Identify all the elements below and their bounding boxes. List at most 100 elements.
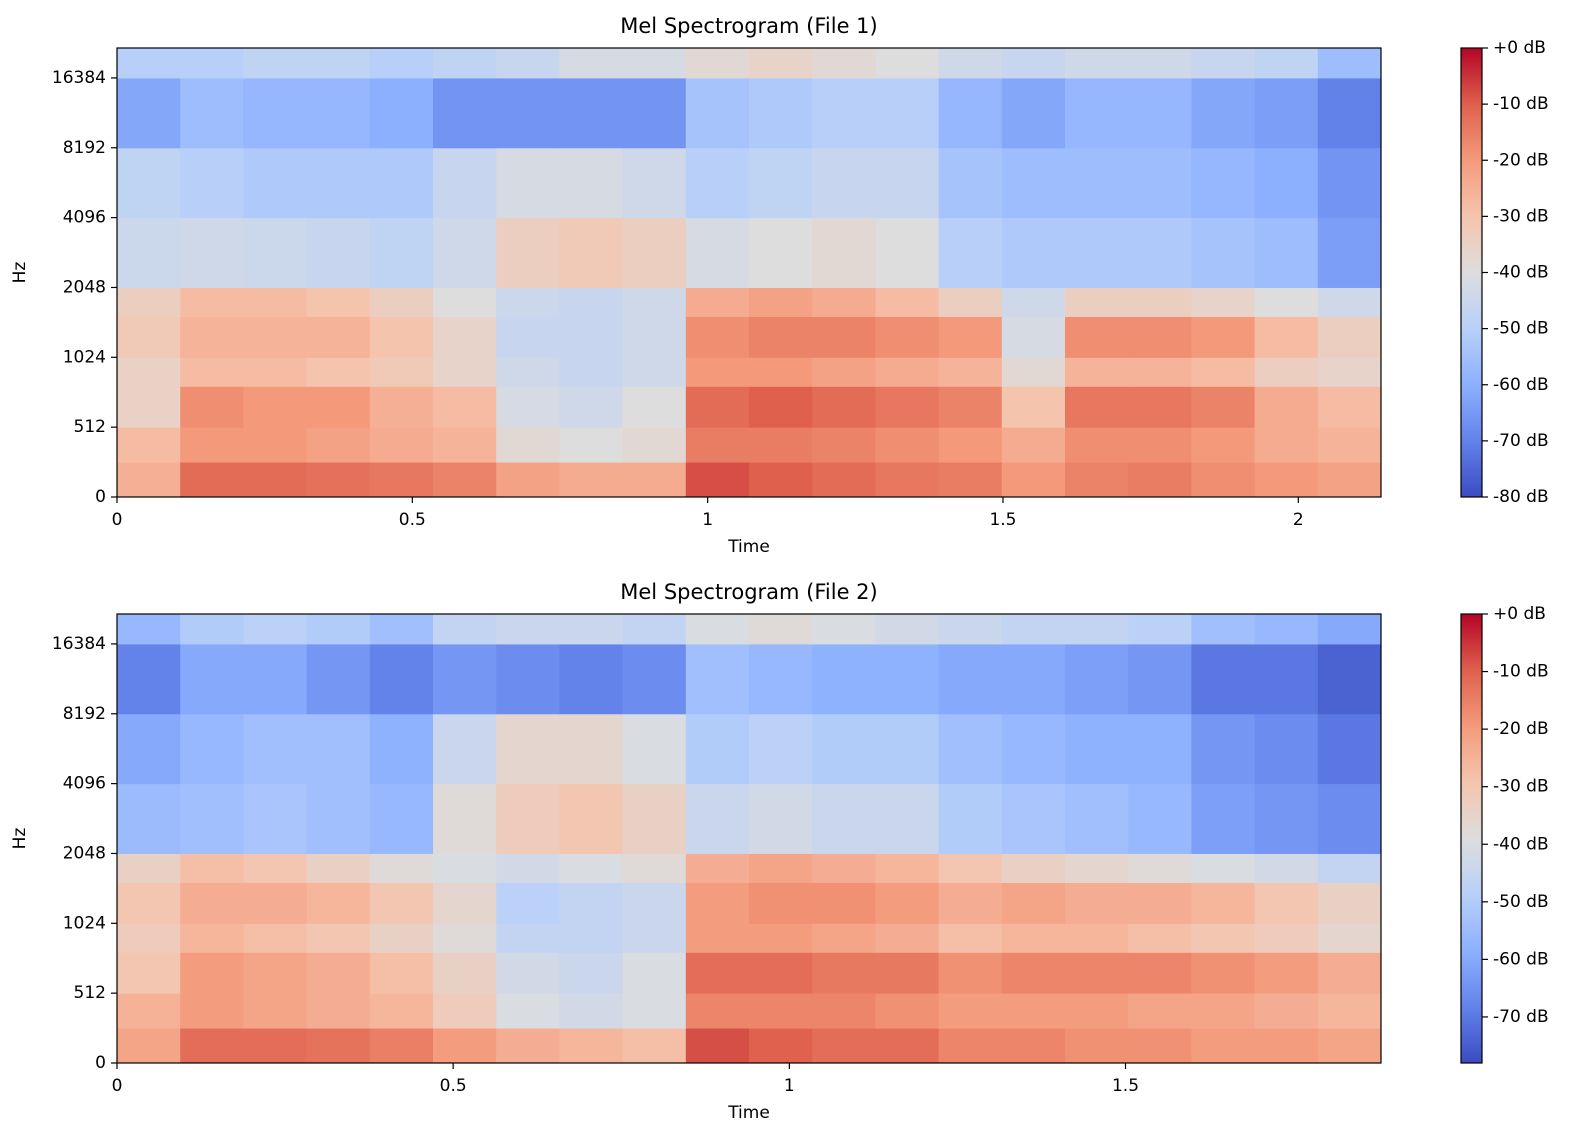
cell [369,77,434,149]
cell [117,643,181,715]
cell [559,882,624,924]
cell [369,316,434,358]
cell [369,287,434,317]
cell [1317,48,1382,79]
cell [1128,952,1192,994]
cell [1317,386,1382,428]
x-tick-label: 1 [702,510,713,530]
y-tick-label: 8192 [63,704,106,724]
cell [685,316,750,358]
cell [875,48,940,79]
colorbar [1460,47,1483,498]
cell [243,614,308,645]
cell [243,147,308,219]
cell [306,853,371,883]
cell [1317,316,1382,358]
cell [875,993,940,1029]
cell [1065,952,1129,994]
cell [1254,357,1319,387]
cell [180,316,244,358]
cell [559,357,624,387]
cell [433,386,497,428]
cell [433,952,497,994]
cell [749,853,813,883]
cell [306,287,371,317]
colorbar-tick-label: +0 dB [1493,604,1546,624]
cell [1065,614,1129,645]
cell [243,643,308,715]
heatmap [117,48,1382,498]
cell [369,217,434,288]
cell [433,853,497,883]
cell [369,147,434,219]
cell [749,923,813,953]
cell [1191,923,1256,953]
cell [496,853,560,883]
cell [1191,1028,1256,1064]
cell [180,147,244,219]
cell [117,77,181,149]
cell [496,614,560,645]
y-tick-label: 0 [95,1053,106,1073]
cell [559,643,624,715]
cell [559,427,624,463]
cell [306,462,371,498]
cell [559,316,624,358]
cell [749,217,813,288]
cell [1317,713,1382,785]
cell [1254,77,1319,149]
cell [1128,287,1192,317]
cell [433,357,497,387]
cell [117,217,181,288]
cell [1001,48,1066,79]
cell [369,462,434,498]
cell [685,386,750,428]
cell [1191,783,1256,854]
cell [1128,462,1192,498]
cell [369,993,434,1029]
cell [433,1028,497,1064]
colorbar-tick-label: -30 dB [1493,206,1549,226]
cell [685,48,750,79]
cell [875,952,940,994]
cell [180,287,244,317]
cell [369,357,434,387]
cell [180,882,244,924]
cell [812,853,876,883]
cell [559,952,624,994]
cell [1191,614,1256,645]
cell [1065,77,1129,149]
cell [1128,147,1192,219]
cell [749,1028,813,1064]
cell [559,783,624,854]
cell [622,783,687,854]
y-axis-label: Hz [10,262,30,284]
cell [1065,316,1129,358]
cell [1001,287,1066,317]
y-tick-label: 1024 [63,347,106,367]
cell [306,48,371,79]
cell [1191,952,1256,994]
cell [117,427,181,463]
cell [306,643,371,715]
cell [559,1028,624,1064]
cell [306,713,371,785]
chart-title: Mel Spectrogram (File 2) [620,580,877,604]
cell [1191,217,1256,288]
cell [685,993,750,1029]
cell [1001,316,1066,358]
cell [812,882,876,924]
cell [1128,77,1192,149]
cell [749,287,813,317]
cell [180,713,244,785]
cell [938,462,1003,498]
cell [1128,386,1192,428]
cell [812,462,876,498]
cell [749,147,813,219]
cell [1128,614,1192,645]
cell [496,713,560,785]
y-tick-label: 8192 [63,138,106,158]
cell [243,386,308,428]
cell [812,48,876,79]
cell [433,147,497,219]
